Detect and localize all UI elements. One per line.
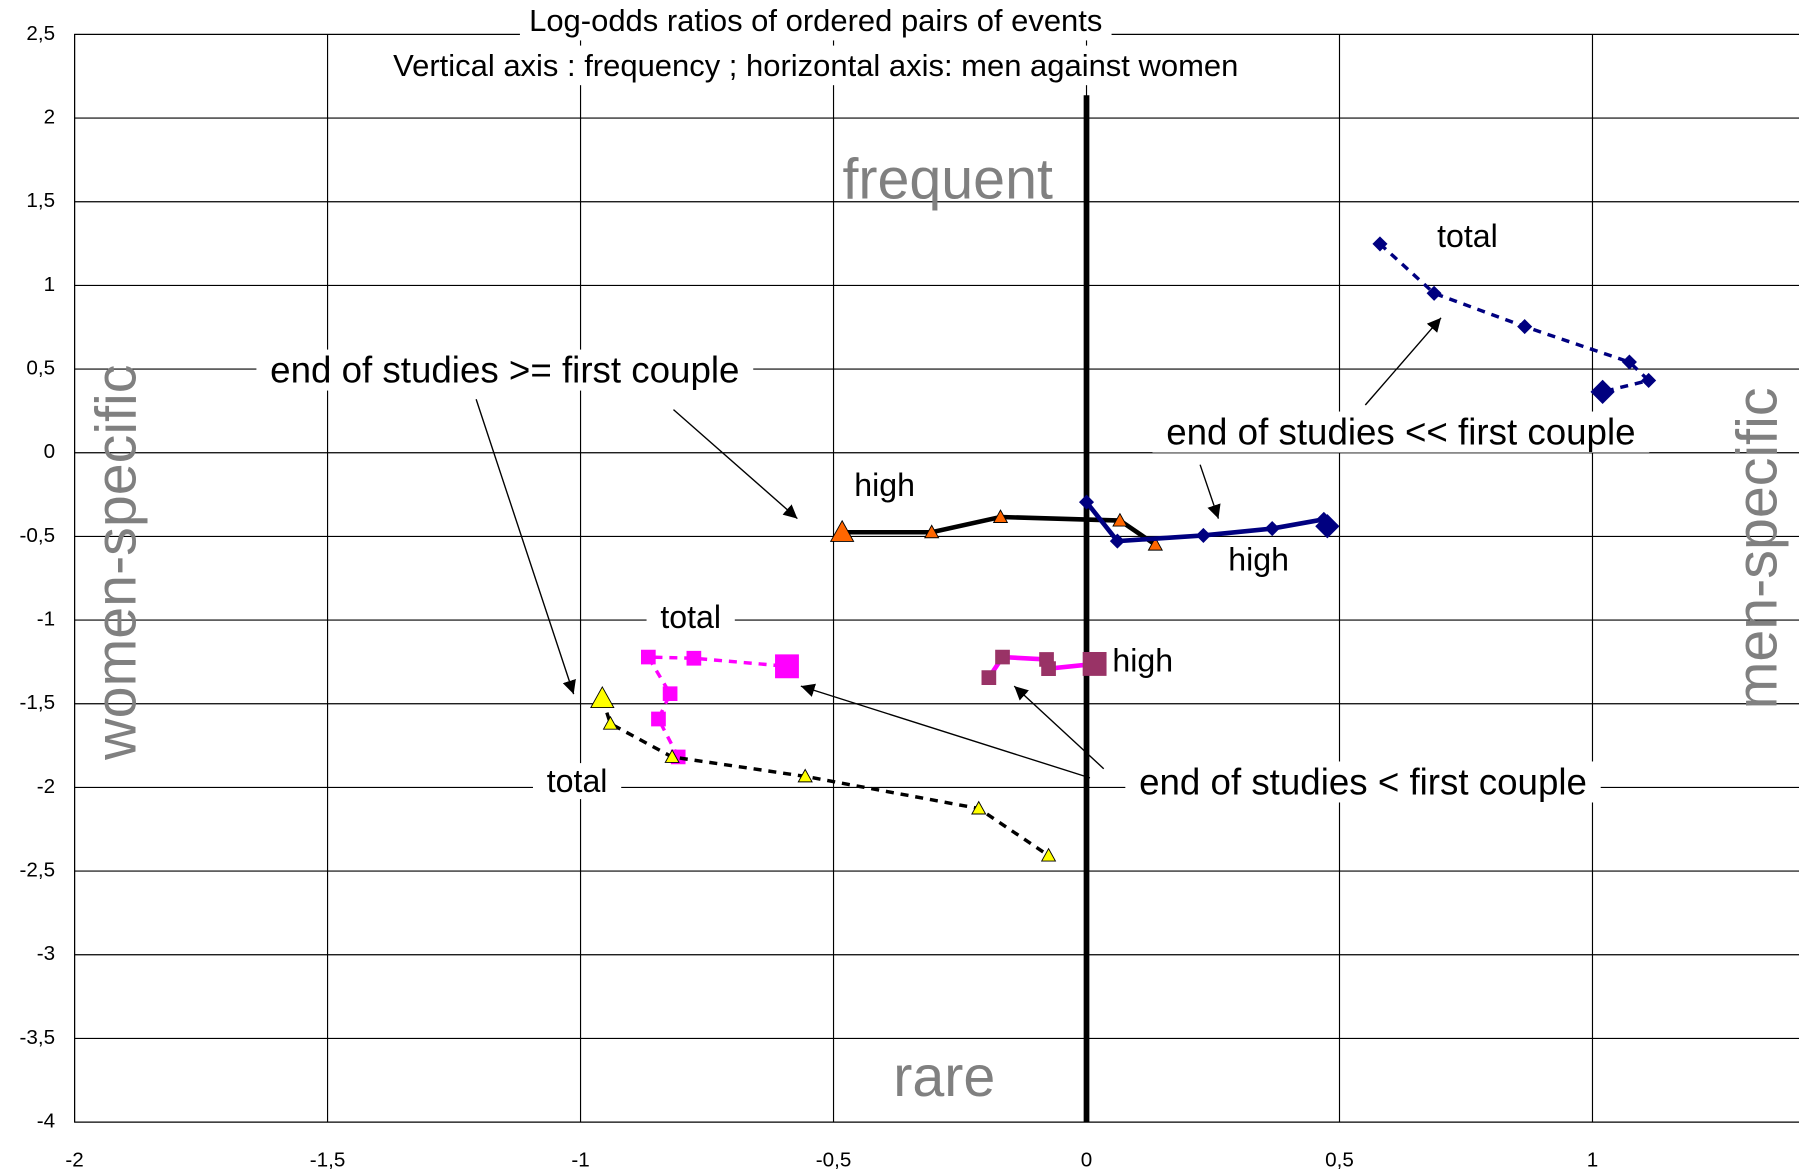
point — [1372, 236, 1388, 252]
label-box — [383, 45, 1248, 86]
point — [662, 686, 678, 702]
point — [1590, 379, 1615, 404]
chart-title: Log-odds ratios of ordered pairs of even… — [529, 3, 1102, 38]
annotation: end of studies << first couple — [1166, 412, 1635, 453]
point — [1621, 354, 1637, 370]
y-tick-label: 1,5 — [26, 189, 55, 212]
annotation: men-specific — [1725, 387, 1789, 709]
label-box — [519, 0, 1112, 41]
point — [651, 711, 666, 727]
label-box — [532, 763, 622, 800]
arrow — [800, 683, 1091, 779]
annotation: high — [1228, 542, 1289, 578]
point — [995, 649, 1010, 665]
arrows — [475, 317, 1442, 779]
x-tick-label: -2 — [65, 1149, 83, 1172]
y-tick-label: -1,5 — [19, 691, 55, 714]
series — [981, 649, 1107, 685]
arrow — [673, 409, 798, 520]
x-tick-label: 1 — [1587, 1149, 1598, 1172]
point — [1147, 536, 1163, 551]
arrow — [475, 399, 576, 695]
y-tick-label: 2,5 — [26, 22, 55, 45]
label-box — [256, 349, 754, 391]
annotation: women-specific — [85, 365, 149, 761]
x-tick-label: 0,5 — [1325, 1149, 1354, 1172]
point — [1040, 847, 1057, 862]
point — [686, 650, 702, 666]
series-layer — [590, 236, 1657, 862]
point — [1426, 285, 1442, 301]
series — [829, 509, 1163, 551]
line — [1378, 242, 1653, 394]
y-tick-label: -2 — [37, 775, 55, 798]
label-box — [1125, 761, 1601, 803]
point — [1641, 372, 1657, 389]
annotation: total — [547, 763, 608, 799]
point — [775, 654, 799, 679]
point — [1109, 533, 1125, 549]
x-tick-label: -1 — [571, 1149, 589, 1172]
x-tick-label: -0,5 — [816, 1149, 852, 1172]
annotation: end of studies < first couple — [1139, 761, 1587, 802]
plot-frame — [74, 33, 1799, 1123]
point — [829, 519, 855, 542]
point — [1078, 494, 1095, 510]
annotation: total — [1437, 218, 1498, 254]
y-tick-label: 2 — [44, 106, 55, 129]
point — [602, 715, 619, 730]
y-tick-label: -0,5 — [19, 524, 55, 547]
labels: 2,5 2 1,5 1 0,5 0 -0,5 -1 -1,5 -2 -2,5 -3 -3,5 -4 -2 -1… — [19, 0, 1789, 1172]
y-tick-label: -3,5 — [19, 1026, 55, 1049]
y-tick-label: -3 — [37, 942, 55, 965]
y-tick-label: -4 — [37, 1110, 55, 1133]
label-box — [646, 599, 735, 636]
y-tick-label: -2,5 — [19, 859, 55, 882]
point — [664, 749, 680, 763]
series — [1372, 236, 1657, 404]
arrow — [1364, 317, 1442, 406]
x-tick-label: -1,5 — [310, 1149, 346, 1172]
point — [981, 670, 997, 685]
point — [797, 768, 813, 783]
point — [641, 649, 656, 665]
point — [1112, 512, 1128, 527]
annotation: total — [660, 599, 721, 635]
series — [1078, 494, 1340, 549]
series — [641, 649, 799, 765]
grid — [74, 33, 1799, 1123]
x-tick-label: 0 — [1081, 1149, 1092, 1172]
y-tick-label: 0 — [44, 440, 55, 463]
annotation: rare — [893, 1045, 995, 1109]
point — [1517, 319, 1533, 335]
point — [924, 524, 940, 539]
point — [1315, 514, 1340, 539]
annotation: frequent — [842, 148, 1053, 212]
annotation: high — [1112, 643, 1173, 679]
arrow — [1199, 464, 1221, 519]
point — [1082, 651, 1107, 676]
y-tick-label: 0,5 — [26, 357, 55, 380]
y-tick-label: 1 — [44, 273, 55, 296]
y-tick-label: -1 — [37, 608, 55, 631]
annotation: end of studies >= first couple — [270, 350, 739, 391]
point — [1041, 661, 1056, 676]
arrow — [1013, 685, 1105, 770]
series — [590, 685, 1057, 862]
point — [1195, 527, 1211, 543]
label-box — [1152, 411, 1650, 453]
point — [590, 685, 615, 709]
point — [1264, 521, 1280, 537]
annotation: high — [854, 467, 915, 503]
point — [992, 509, 1009, 523]
chart-subtitle: Vertical axis : frequency ; horizontal a… — [393, 48, 1238, 83]
point — [971, 800, 987, 815]
